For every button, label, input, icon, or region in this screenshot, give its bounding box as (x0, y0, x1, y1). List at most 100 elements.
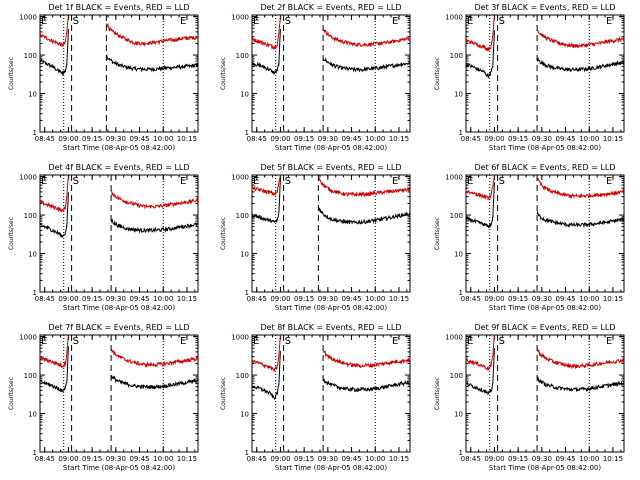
x-tick-label: 09:00 (58, 295, 78, 303)
y-tick-label: 1000 (19, 174, 37, 182)
x-tick-label: 09:00 (58, 455, 78, 463)
x-tick-label: 09:30 (318, 295, 338, 303)
event-marker-label: E (392, 16, 398, 27)
event-marker-label: S (499, 176, 505, 187)
x-tick-label: 10:15 (177, 455, 197, 463)
series-line-lld (39, 176, 199, 213)
y-tick-label: 10 (28, 411, 37, 419)
panel-4: Det 4f BLACK = Events, RED = LLD 1 10 100 10… (8, 163, 199, 312)
plot-frame (251, 14, 411, 133)
panel-9: Det 9f BLACK = Events, RED = LLD 1 10 100 10… (434, 323, 625, 472)
x-tick-label: 09:30 (318, 135, 338, 143)
x-tick-label: 10:15 (389, 135, 409, 143)
x-tick-label: 09:15 (294, 455, 314, 463)
series-line-lld (465, 174, 625, 201)
series-line-lld (251, 334, 411, 372)
event-marker-label: E (180, 176, 186, 187)
y-tick-label: 1000 (231, 14, 249, 22)
y-tick-label: 1 (33, 449, 37, 457)
x-tick-label: 09:00 (484, 295, 504, 303)
x-tick-label: 09:15 (294, 135, 314, 143)
event-marker-label: S (73, 336, 79, 347)
y-tick-label: 100 (450, 52, 463, 60)
x-axis-label: Start Time (08-Apr-05 08:42:00) (489, 464, 601, 472)
y-axis-label: Counts/sec (220, 217, 227, 250)
event-marker-label: E (180, 16, 186, 27)
x-tick-label: 10:00 (365, 455, 385, 463)
x-tick-label: 09:45 (129, 455, 149, 463)
panel-2: Det 2f BLACK = Events, RED = LLD 1 10 100 10… (220, 3, 411, 152)
event-marker-label: S (285, 16, 291, 27)
y-axis-label: Counts/sec (220, 377, 227, 410)
panel-title: Det 2f BLACK = Events, RED = LLD (260, 3, 401, 12)
y-axis-label: Counts/sec (434, 217, 441, 250)
panel-title: Det 4f BLACK = Events, RED = LLD (48, 163, 189, 172)
series-line-events (251, 350, 411, 401)
x-tick-label: 09:15 (82, 455, 102, 463)
x-tick-label: 09:30 (106, 455, 126, 463)
panel-title: Det 1f BLACK = Events, RED = LLD (48, 3, 189, 12)
x-tick-label: 09:00 (484, 135, 504, 143)
y-tick-label: 1000 (445, 14, 463, 22)
x-tick-label: 09:00 (270, 295, 290, 303)
x-tick-label: 09:45 (341, 455, 361, 463)
event-marker-label: E (41, 16, 47, 27)
x-tick-label: 10:00 (153, 135, 173, 143)
x-axis-label: Start Time (08-Apr-05 08:42:00) (275, 304, 387, 312)
plot-frame (465, 14, 625, 133)
y-tick-label: 1 (459, 129, 463, 137)
x-tick-label: 09:30 (532, 135, 552, 143)
event-marker-label: E (606, 176, 612, 187)
x-tick-label: 09:30 (532, 295, 552, 303)
series-line-events (465, 30, 625, 79)
y-axis-label: Counts/sec (8, 217, 15, 250)
y-tick-label: 10 (28, 91, 37, 99)
y-axis-label: Counts/sec (434, 57, 441, 90)
x-tick-label: 09:15 (294, 295, 314, 303)
y-axis-label: Counts/sec (8, 377, 15, 410)
x-tick-label: 09:45 (129, 135, 149, 143)
x-tick-label: 10:15 (177, 295, 197, 303)
event-marker-label: E (253, 176, 259, 187)
x-tick-label: 10:00 (579, 295, 599, 303)
x-tick-label: 09:15 (508, 455, 528, 463)
x-tick-label: 09:30 (106, 135, 126, 143)
y-tick-label: 1 (245, 289, 249, 297)
y-tick-label: 10 (240, 91, 249, 99)
y-tick-label: 1000 (445, 334, 463, 342)
x-tick-label: 09:00 (58, 135, 78, 143)
event-marker-label: S (73, 16, 79, 27)
y-tick-label: 100 (24, 372, 37, 380)
event-marker-label: E (41, 176, 47, 187)
panel-3: Det 3f BLACK = Events, RED = LLD 1 10 100 10… (434, 3, 625, 152)
series-line-lld (39, 335, 199, 369)
event-marker-label: E (467, 336, 473, 347)
event-marker-label: S (499, 336, 505, 347)
series-line-events (39, 346, 199, 393)
y-tick-label: 100 (450, 212, 463, 220)
y-tick-label: 1000 (445, 174, 463, 182)
x-tick-label: 09:15 (82, 135, 102, 143)
plot-frame (465, 334, 625, 453)
x-axis-label: Start Time (08-Apr-05 08:42:00) (275, 464, 387, 472)
event-marker-label: E (467, 16, 473, 27)
y-axis-label: Counts/sec (8, 57, 15, 90)
event-marker-label: S (499, 16, 505, 27)
event-marker-label: E (180, 336, 186, 347)
series-line-events (465, 182, 625, 229)
x-tick-label: 10:00 (153, 295, 173, 303)
x-tick-label: 10:00 (365, 295, 385, 303)
x-axis-label: Start Time (08-Apr-05 08:42:00) (489, 304, 601, 312)
x-tick-label: 09:45 (555, 135, 575, 143)
y-axis-label: Counts/sec (220, 57, 227, 90)
plot-frame (465, 174, 625, 293)
event-marker-label: E (606, 16, 612, 27)
x-axis-label: Start Time (08-Apr-05 08:42:00) (489, 144, 601, 152)
y-tick-label: 1 (459, 449, 463, 457)
plot-frame (39, 334, 199, 453)
panel-title: Det 7f BLACK = Events, RED = LLD (48, 323, 189, 332)
series-line-lld (251, 174, 411, 198)
y-tick-label: 1 (245, 449, 249, 457)
y-tick-label: 10 (240, 411, 249, 419)
